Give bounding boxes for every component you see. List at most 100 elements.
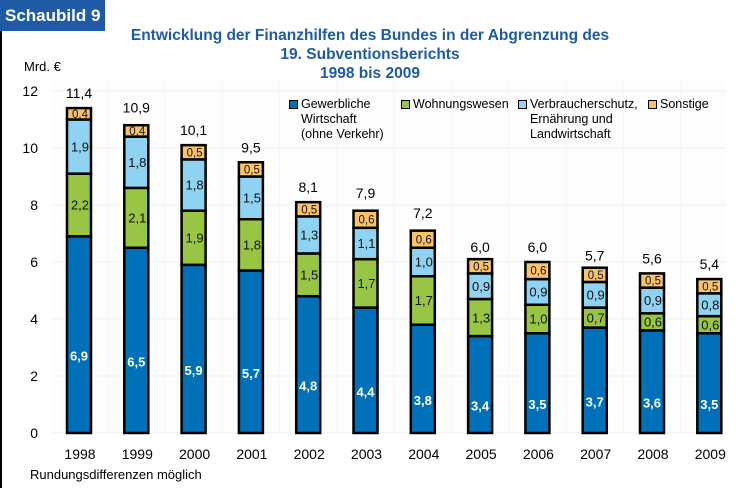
- data-label: 0,6: [359, 214, 375, 226]
- bar-segment-sonstige: [65, 106, 93, 121]
- bar-segment-sonstige: [180, 143, 207, 161]
- data-label: 0,4: [129, 126, 146, 138]
- bar-segment-gewerbliche: [409, 323, 437, 435]
- x-tick-label: 2001: [236, 446, 267, 462]
- data-label: 0,5: [244, 165, 260, 177]
- data-label: 4,4: [356, 384, 375, 399]
- data-label: 1,1: [357, 236, 375, 251]
- total-label: 7,9: [356, 185, 376, 201]
- bar-segment-gewerbliche: [581, 326, 608, 435]
- total-label: 5,7: [585, 248, 605, 264]
- bar-segment-sonstige: [581, 266, 608, 284]
- bar-segment-sonstige: [294, 200, 322, 218]
- data-label: 3,8: [414, 393, 432, 408]
- data-label: 0,5: [588, 270, 604, 282]
- legend-swatch-sonstige: [648, 100, 657, 109]
- data-label: 0,6: [416, 234, 432, 246]
- bar-segment-sonstige: [123, 123, 150, 138]
- x-tick-label: 2009: [695, 446, 726, 462]
- plot-area: [52, 81, 725, 433]
- data-label: 1,3: [472, 310, 490, 325]
- data-label: 3,4: [471, 399, 490, 414]
- total-label: 5,4: [700, 256, 720, 272]
- legend-swatch-verbraucherschutz: [518, 100, 527, 109]
- legend-item-sonstige: Sonstige: [648, 97, 709, 112]
- total-label: 7,2: [413, 205, 433, 221]
- total-label: 8,1: [298, 179, 318, 195]
- bar-segment-verbraucherschutz: [294, 215, 322, 255]
- bar-segment-gewerbliche: [294, 294, 322, 435]
- data-label: 3,5: [700, 397, 718, 412]
- legend-item-gewerbliche: Gewerbliche Wirtschaft (ohne Verkehr): [289, 97, 384, 142]
- data-label: 1,5: [300, 268, 318, 283]
- data-label: 0,5: [301, 204, 317, 216]
- y-tick-label: 12: [22, 83, 38, 99]
- legend-label-verbraucherschutz: Verbraucherschutz, Ernährung und Landwir…: [530, 97, 638, 141]
- data-label: 0,9: [472, 279, 490, 294]
- total-label: 11,4: [66, 85, 92, 101]
- legend-swatch-gewerbliche: [289, 100, 298, 109]
- x-tick-label: 2004: [408, 446, 439, 462]
- bar-segment-sonstige: [237, 161, 265, 178]
- y-tick-label: 2: [30, 368, 38, 384]
- data-label: 6,5: [127, 354, 145, 369]
- data-label: 1,9: [71, 139, 89, 154]
- x-tick-label: 2005: [466, 446, 497, 462]
- bar-segment-gewerbliche: [638, 329, 666, 435]
- x-tick-label: 1999: [122, 446, 153, 462]
- x-tick-label: 2007: [580, 446, 611, 462]
- x-tick-label: 2000: [179, 446, 210, 462]
- data-label: 0,5: [187, 147, 203, 159]
- total-label: 9,5: [241, 139, 261, 155]
- bar-segment-sonstige: [352, 209, 379, 230]
- legend-item-wohnungswesen: Wohnungswesen: [401, 97, 509, 112]
- data-label: 1,8: [243, 238, 261, 253]
- bar-segment-gewerbliche: [466, 334, 494, 435]
- data-label: 0,5: [473, 261, 489, 273]
- data-label: 2,2: [71, 198, 89, 213]
- data-label: 1,8: [128, 155, 146, 170]
- data-label: 1,7: [415, 293, 433, 308]
- y-tick-label: 6: [30, 254, 38, 270]
- title-line-1: Entwicklung der Finanzhilfen des Bundes …: [130, 27, 610, 44]
- total-label: 10,1: [180, 122, 207, 138]
- data-label: 0,9: [587, 287, 605, 302]
- data-label: 3,7: [586, 394, 604, 409]
- data-label: 5,9: [185, 363, 203, 378]
- legend-swatch-wohnungswesen: [401, 100, 410, 109]
- data-label: 0,5: [702, 281, 718, 293]
- total-label: 6,0: [528, 239, 548, 255]
- data-label: 1,7: [357, 276, 375, 291]
- x-tick-label: 2003: [351, 446, 382, 462]
- bar-segment-sonstige: [696, 277, 723, 295]
- data-label: 1,0: [415, 255, 433, 270]
- total-label: 5,6: [642, 250, 662, 266]
- bar-segment-sonstige: [524, 260, 551, 281]
- bar-segment-gewerbliche: [237, 269, 265, 435]
- data-label: 5,7: [242, 366, 260, 381]
- data-label: 1,5: [243, 191, 261, 206]
- data-label: 3,6: [643, 396, 661, 411]
- footnote: Rundungsdifferenzen möglich: [30, 467, 202, 482]
- bar-segment-sonstige: [409, 229, 437, 249]
- bar-segment-gewerbliche: [65, 235, 93, 435]
- x-tick-label: 2002: [294, 446, 325, 462]
- chart-title: Entwicklung der Finanzhilfen des Bundes …: [100, 26, 640, 83]
- title-line-2: 19. Subventionsberichts: [280, 46, 460, 63]
- bar-segment-wohnungswesen: [524, 303, 551, 335]
- bar-segment-gewerbliche: [123, 246, 150, 435]
- bar-segment-gewerbliche: [180, 263, 207, 435]
- title-line-3: 1998 bis 2009: [320, 65, 420, 82]
- bar-segment-wohnungswesen: [180, 209, 207, 267]
- bar-segment-gewerbliche: [696, 332, 723, 435]
- total-label: 6,0: [470, 239, 490, 255]
- y-tick-label: 4: [30, 311, 38, 327]
- bar-segment-wohnungswesen: [294, 252, 322, 298]
- data-label: 0,5: [645, 276, 661, 288]
- data-label: 0,6: [701, 317, 719, 332]
- data-label: 0,8: [701, 297, 719, 312]
- legend-item-verbraucherschutz: Verbraucherschutz, Ernährung und Landwir…: [518, 97, 638, 142]
- figure-badge: Schaubild 9: [0, 0, 105, 31]
